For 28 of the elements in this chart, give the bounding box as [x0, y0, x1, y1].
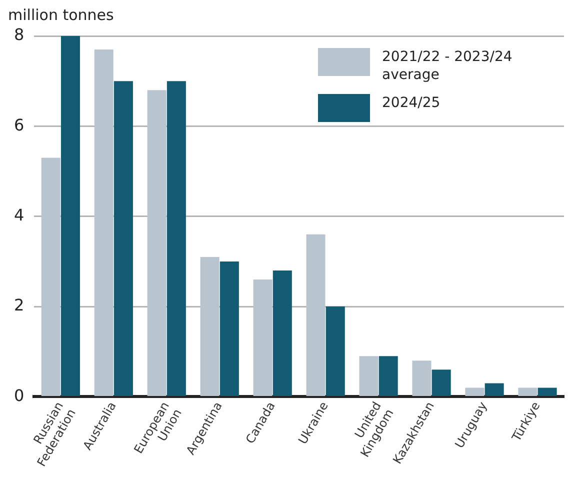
- bar: [272, 270, 292, 396]
- bar: [60, 36, 80, 396]
- bar: [200, 256, 220, 396]
- bar: [94, 50, 114, 396]
- bar: [220, 261, 239, 396]
- bar: [378, 356, 398, 396]
- bar: [484, 383, 504, 396]
- legend-label: 2024/25: [382, 94, 442, 112]
- y-tick-label: 4: [14, 206, 24, 225]
- bar: [518, 388, 538, 396]
- y-tick-label: 6: [14, 115, 24, 134]
- y-tick-label: 8: [14, 25, 24, 44]
- bar: [147, 90, 166, 396]
- bar: [306, 234, 326, 396]
- y-axis-title: million tonnes: [8, 6, 114, 24]
- bar: [359, 356, 378, 396]
- bar: [432, 370, 451, 396]
- y-tick-label: 0: [14, 386, 24, 405]
- bar: [114, 81, 133, 396]
- legend-label: 2021/22 - 2023/24 average: [382, 48, 514, 84]
- bar: [412, 360, 432, 396]
- bar: [326, 306, 345, 396]
- y-tick-label: 2: [14, 296, 24, 315]
- bar: [538, 388, 557, 396]
- bar: [253, 279, 272, 396]
- bar: [41, 158, 60, 396]
- bar: [465, 388, 484, 396]
- bar: [166, 81, 186, 396]
